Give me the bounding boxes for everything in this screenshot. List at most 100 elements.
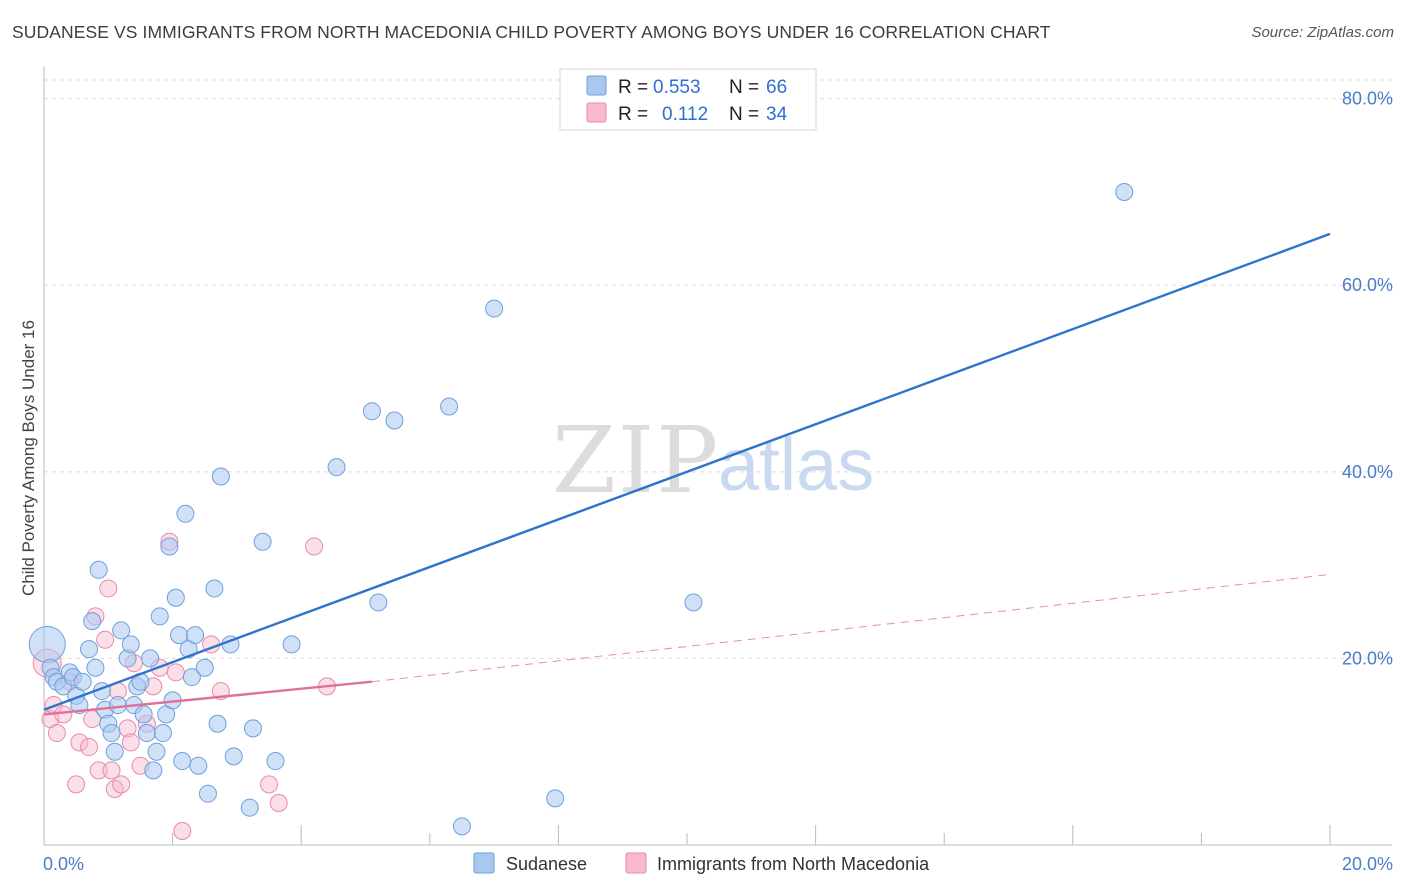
sudanese-point <box>208 714 227 733</box>
watermark-atlas: atlas <box>718 423 874 506</box>
chart-title: SUDANESE VS IMMIGRANTS FROM NORTH MACEDO… <box>12 22 1051 42</box>
macedonia-point <box>105 780 124 799</box>
sudanese-point <box>195 658 214 677</box>
axes <box>43 66 1392 846</box>
bottom-legend-swatch-sudanese <box>473 852 495 874</box>
legend-n-value-sudanese: 66 <box>766 77 787 98</box>
x-tick-label: 0.0% <box>43 854 84 874</box>
sudanese-point <box>205 579 224 598</box>
macedonia-point <box>80 738 99 757</box>
macedonia-point <box>121 733 140 752</box>
legend-swatch-macedonia <box>586 102 607 123</box>
watermark: ZIP atlas <box>552 407 874 514</box>
macedonia-point <box>112 775 131 794</box>
macedonia-point <box>269 794 288 813</box>
legend-r-value-sudanese: 0.553 <box>653 77 701 98</box>
grid-lines <box>44 79 1392 659</box>
sudanese-point <box>211 467 230 486</box>
macedonia-point <box>54 705 73 724</box>
sudanese-point <box>108 696 127 715</box>
legend-r-value-macedonia: 0.112 <box>662 104 708 125</box>
sudanese-point <box>266 752 285 771</box>
sudanese-point <box>153 724 172 743</box>
source-label: Source: ZipAtlas.com <box>1251 24 1394 41</box>
sudanese-point <box>105 742 124 761</box>
sudanese-point <box>89 560 108 579</box>
macedonia-point <box>96 630 115 649</box>
sudanese-point <box>253 532 272 551</box>
watermark-zip: ZIP <box>552 407 720 514</box>
sudanese-point <box>182 668 201 687</box>
sudanese-point <box>684 593 703 612</box>
sudanese-point <box>369 593 388 612</box>
sudanese-point <box>327 458 346 477</box>
top-legend: R = 0.553 N = 66 R = 0.112 N = 34 <box>559 68 817 131</box>
sudanese-point <box>452 817 471 836</box>
sudanese-point <box>440 397 459 416</box>
legend-n-value-macedonia: 34 <box>766 104 788 125</box>
sudanese-point <box>243 719 262 738</box>
macedonia-point <box>166 663 185 682</box>
y-tick-label: 60.0% <box>1342 275 1393 295</box>
legend-n-label-sudanese: N = <box>729 77 759 98</box>
macedonia-point <box>305 537 324 556</box>
macedonia-point <box>70 733 89 752</box>
sudanese-point <box>546 789 565 808</box>
sudanese-point <box>189 756 208 775</box>
sudanese-point <box>102 724 121 743</box>
legend-swatch-sudanese <box>586 75 607 96</box>
sudanese-point <box>121 635 140 654</box>
x-tick-labels: 0.0% 20.0% <box>43 854 1393 874</box>
y-tick-label: 80.0% <box>1342 89 1393 109</box>
sudanese-point <box>282 635 301 654</box>
macedonia-point <box>260 775 279 794</box>
sudanese-point <box>186 626 205 645</box>
y-tick-labels: 20.0% 40.0% 60.0% 80.0% <box>1342 89 1393 669</box>
bottom-legend: Sudanese Immigrants from North Macedonia <box>473 852 930 874</box>
macedonia-point <box>102 761 121 780</box>
sudanese-point <box>141 649 160 668</box>
sudanese-point <box>385 411 404 430</box>
legend-r-label-macedonia: R = <box>618 104 648 125</box>
bottom-legend-label-macedonia: Immigrants from North Macedonia <box>657 854 930 874</box>
macedonia-point <box>99 579 118 598</box>
y-axis-label: Child Poverty Among Boys Under 16 <box>19 320 38 596</box>
bottom-legend-swatch-macedonia <box>625 852 647 874</box>
sudanese-point <box>73 672 92 691</box>
macedonia-trendline-extension <box>371 573 1331 683</box>
sudanese-point <box>86 658 105 677</box>
sudanese-point <box>198 784 217 803</box>
sudanese-point <box>166 588 185 607</box>
sudanese-point <box>1115 182 1134 201</box>
series-sudanese-points <box>28 182 1134 836</box>
sudanese-point <box>150 607 169 626</box>
sudanese-point <box>137 724 156 743</box>
macedonia-point <box>67 775 86 794</box>
legend-r-label-sudanese: R = <box>618 77 648 98</box>
sudanese-point <box>112 621 131 640</box>
sudanese-point <box>144 761 163 780</box>
sudanese-point <box>28 625 66 663</box>
macedonia-point <box>89 761 108 780</box>
sudanese-point <box>362 402 381 421</box>
y-tick-label: 40.0% <box>1342 462 1393 482</box>
bottom-legend-label-sudanese: Sudanese <box>506 854 587 874</box>
sudanese-point <box>176 504 195 523</box>
macedonia-trendline <box>43 680 373 716</box>
sudanese-point <box>134 705 153 724</box>
sudanese-point <box>147 742 166 761</box>
sudanese-point <box>224 747 243 766</box>
sudanese-point <box>160 537 179 556</box>
sudanese-trendline <box>43 232 1331 711</box>
x-tick-label: 20.0% <box>1342 854 1393 874</box>
sudanese-point <box>83 612 102 631</box>
y-tick-label: 20.0% <box>1342 648 1393 668</box>
legend-n-label-macedonia: N = <box>729 104 759 125</box>
sudanese-point <box>240 798 259 817</box>
sudanese-point <box>80 640 99 659</box>
macedonia-point <box>173 822 192 841</box>
sudanese-point <box>485 299 504 318</box>
macedonia-point <box>47 724 66 743</box>
sudanese-point <box>173 752 192 771</box>
